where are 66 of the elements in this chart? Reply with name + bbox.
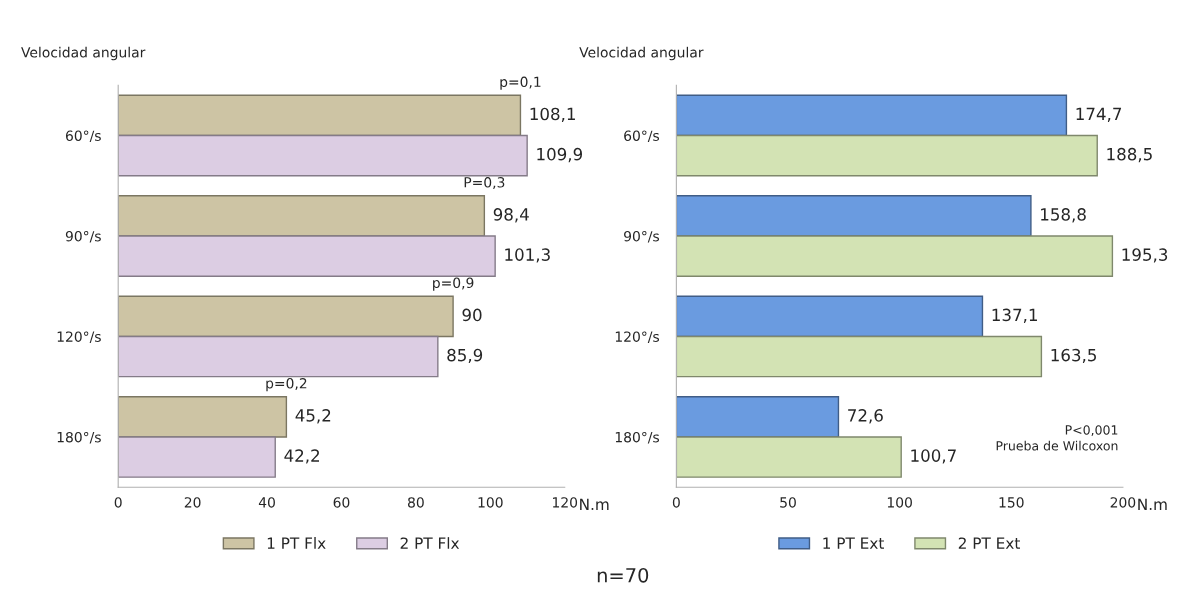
bar xyxy=(118,94,522,137)
data-label: 137,1 xyxy=(992,308,1037,323)
data-label: 101,3 xyxy=(505,248,550,263)
x-tick-label: 100 xyxy=(887,497,912,508)
x-tick-label: 0 xyxy=(672,497,680,508)
data-label: 100,7 xyxy=(911,449,956,464)
bar xyxy=(676,235,1114,277)
x-tick-label: 100 xyxy=(478,497,503,508)
y-tick-label: 120°/s xyxy=(615,331,660,344)
y-tick-label: 180°/s xyxy=(615,431,660,444)
x-axis-title: N.m xyxy=(580,498,609,510)
bar xyxy=(118,396,288,438)
x-tick-label: 120 xyxy=(553,497,578,508)
bar xyxy=(676,134,1098,177)
data-label: 158,8 xyxy=(1041,208,1086,223)
x-tick-label: 80 xyxy=(407,497,424,508)
y-tick-label: 90°/s xyxy=(624,230,660,243)
x-axis-title: N.m xyxy=(1138,498,1167,510)
data-label: 45,2 xyxy=(295,409,331,424)
data-label: 195,3 xyxy=(1122,248,1168,263)
x-tick-label: 20 xyxy=(184,497,201,508)
bar xyxy=(118,134,528,177)
data-label: 174,7 xyxy=(1076,107,1122,122)
data-label: 98,4 xyxy=(493,208,529,223)
bar xyxy=(118,295,454,338)
legend-label: 2 PT Ext xyxy=(958,537,1020,549)
data-label: 109,9 xyxy=(537,147,583,163)
data-label: 108,1 xyxy=(530,107,575,122)
data-label: 72,6 xyxy=(848,409,883,424)
bar xyxy=(676,436,902,478)
data-label: 90 xyxy=(462,308,482,322)
y-tick-label: 60°/s xyxy=(624,130,660,143)
x-tick-label: 50 xyxy=(780,497,796,508)
annotation: P<0,001 Prueba de Wilcoxon xyxy=(996,425,1118,451)
data-label: 163,5 xyxy=(1051,348,1096,364)
bar xyxy=(118,335,439,378)
bar xyxy=(676,195,1032,237)
annotation: p=0,1 xyxy=(500,76,541,90)
data-label: 188,5 xyxy=(1107,147,1152,163)
bar xyxy=(676,295,984,338)
legend-label: 1 PT Ext xyxy=(823,537,884,549)
y-tick-label: 90°/s xyxy=(65,230,101,243)
text: n=70 xyxy=(597,567,649,583)
bar xyxy=(676,396,840,438)
x-tick-label: 0 xyxy=(114,497,122,508)
y-axis-title: Velocidad angular xyxy=(21,46,146,61)
data-label: 85,9 xyxy=(447,348,483,364)
bar xyxy=(118,235,496,277)
y-tick-label: 120°/s xyxy=(57,331,101,344)
bar xyxy=(118,195,486,237)
annotation: P=0,3 xyxy=(464,177,505,189)
bar xyxy=(676,335,1043,378)
x-tick-label: 150 xyxy=(999,497,1024,508)
annotation: p=0,2 xyxy=(266,378,307,392)
y-axis-title: Velocidad angular xyxy=(579,46,704,61)
legend-label: 1 PT Flx xyxy=(267,537,326,549)
annotation: p=0,9 xyxy=(433,277,474,291)
x-tick-label: 200 xyxy=(1110,497,1136,508)
x-tick-label: 60 xyxy=(333,497,350,508)
y-tick-label: 60°/s xyxy=(65,130,101,143)
x-tick-label: 40 xyxy=(258,497,275,508)
legend-label: 2 PT Flx xyxy=(400,537,460,549)
y-tick-label: 180°/s xyxy=(57,431,101,444)
data-label: 42,2 xyxy=(284,449,319,464)
bar xyxy=(676,94,1068,137)
bar xyxy=(118,436,276,478)
